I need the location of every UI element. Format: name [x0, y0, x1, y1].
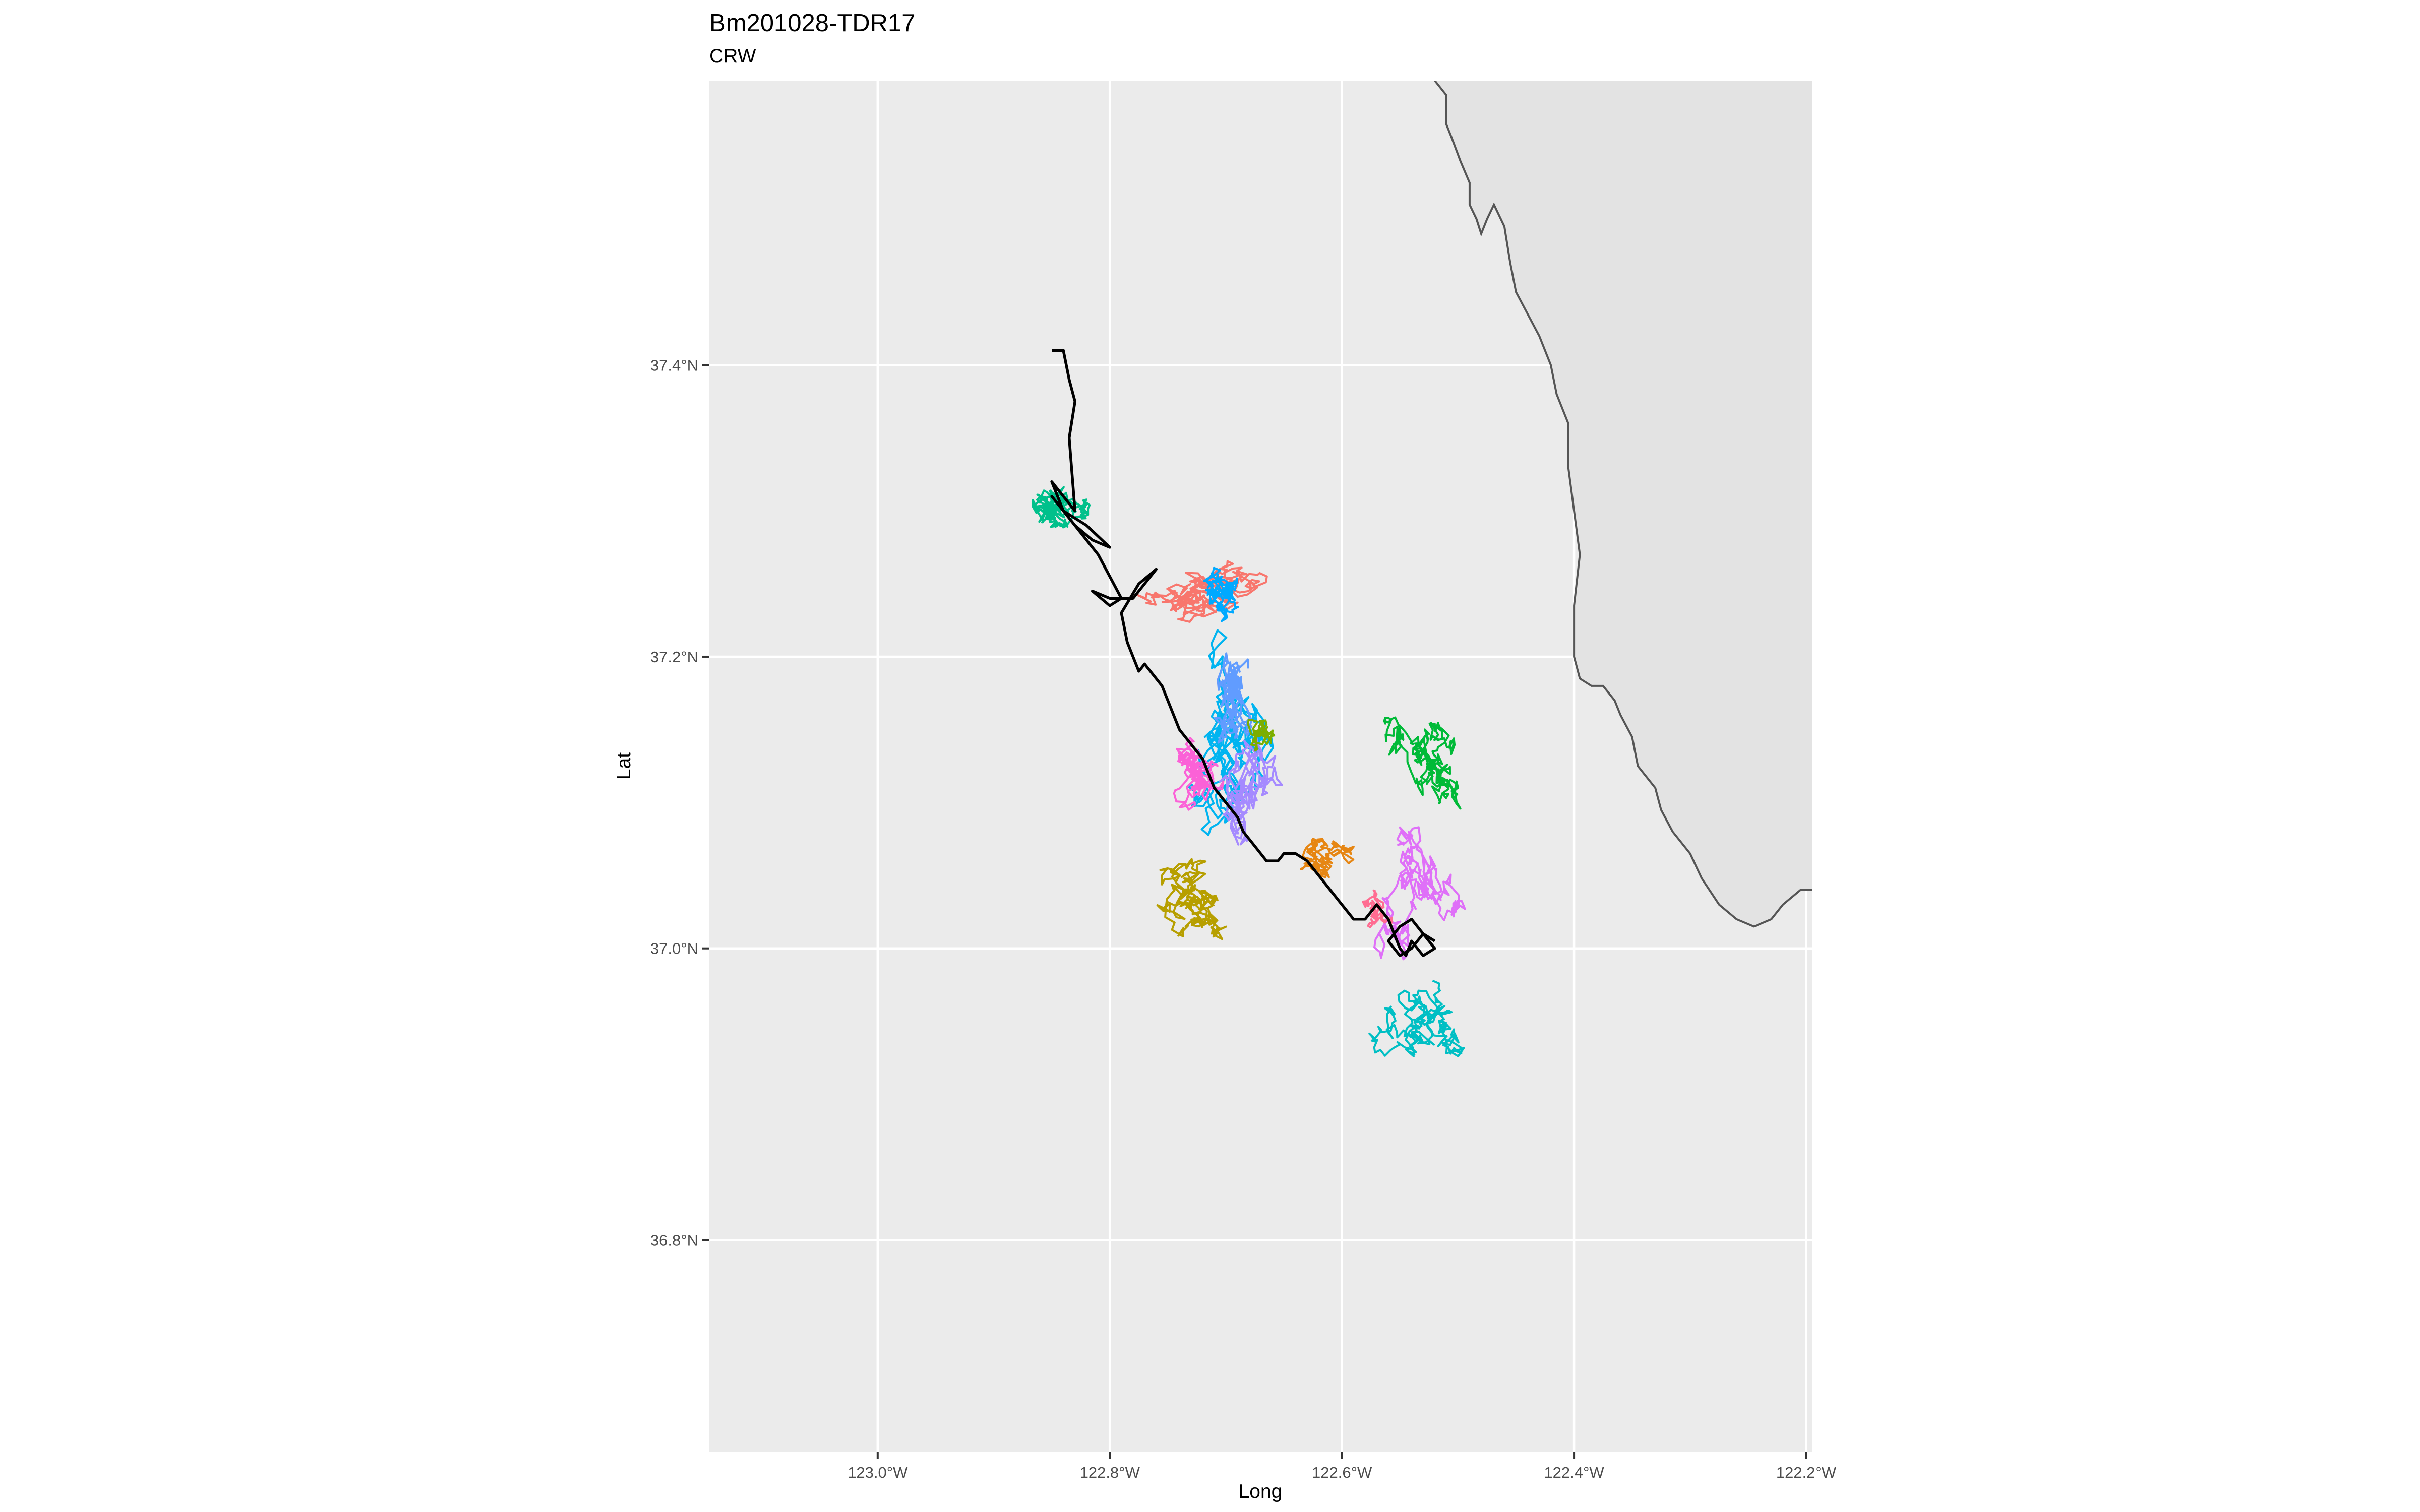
- simulated-tracks: [1032, 486, 1466, 1057]
- simulated-track: [1214, 652, 1253, 744]
- land-polygon: [1434, 81, 1812, 927]
- y-axis-title: Lat: [613, 752, 635, 780]
- y-tick-label: 36.8°N: [650, 1231, 698, 1249]
- x-tick-label: 123.0°W: [848, 1464, 908, 1481]
- simulated-track: [1135, 560, 1268, 623]
- simulated-track: [1203, 566, 1239, 622]
- simulated-track: [1368, 979, 1465, 1057]
- chart-subtitle: CRW: [709, 45, 756, 67]
- observed-track-layer: [1050, 349, 1436, 957]
- observed-track: [1050, 349, 1436, 957]
- chart-title: Bm201028-TDR17: [709, 10, 916, 37]
- simulated-track: [1032, 486, 1091, 529]
- x-tick-label: 122.6°W: [1312, 1464, 1372, 1481]
- simulated-track: [1219, 737, 1283, 846]
- x-tick-label: 122.2°W: [1776, 1464, 1837, 1481]
- simulated-track: [1247, 718, 1276, 752]
- simulated-track: [1156, 858, 1227, 940]
- y-axis: 36.8°N 37.0°N 37.2°N 37.4°N: [650, 356, 709, 1249]
- simulated-track: [1173, 737, 1225, 811]
- x-axis-title: Long: [1239, 1481, 1283, 1502]
- x-tick-label: 122.4°W: [1544, 1464, 1604, 1481]
- y-tick-label: 37.2°N: [650, 648, 698, 666]
- y-tick-label: 37.4°N: [650, 356, 698, 374]
- x-axis: 123.0°W 122.8°W 122.6°W 122.4°W 122.2°W: [848, 1452, 1837, 1481]
- land-layer: [1434, 81, 1812, 928]
- simulated-track: [1383, 716, 1462, 810]
- x-tick-label: 122.8°W: [1080, 1464, 1140, 1481]
- y-tick-label: 37.0°N: [650, 940, 698, 958]
- coastline: [1434, 81, 1812, 928]
- simulated-track: [1373, 826, 1466, 961]
